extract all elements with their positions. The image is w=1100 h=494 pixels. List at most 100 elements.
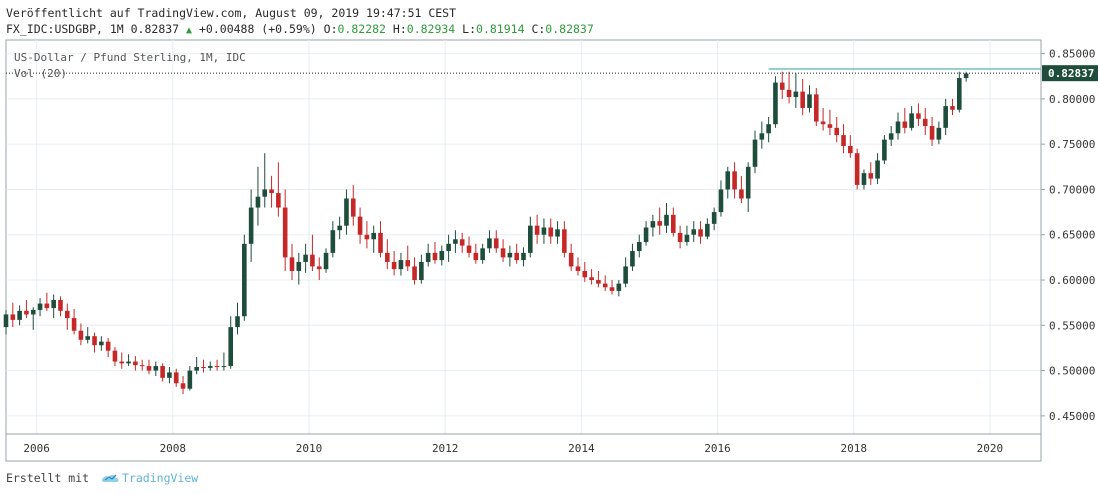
candle-body [371, 232, 376, 240]
candle-body [528, 225, 533, 253]
candle-body [698, 229, 703, 237]
candle-body [616, 283, 622, 291]
candle-body [167, 372, 172, 378]
candle-body [793, 91, 799, 98]
high-label: H: [392, 22, 407, 36]
candle-body [909, 113, 914, 128]
candle-body [139, 365, 145, 367]
candle-body [405, 260, 411, 267]
candle-body [950, 106, 955, 110]
candle-body [385, 252, 390, 262]
candle-body [766, 124, 771, 134]
candle-body [956, 78, 962, 110]
open-value: 0.82282 [337, 22, 386, 36]
ohlc-info-bar: FX_IDC:USDGBP, 1M 0.82837 ▲ +0.00488 (+0… [6, 22, 594, 36]
candle-body [861, 173, 867, 185]
overlays: 0.82837 [6, 65, 1098, 82]
candle-body [357, 216, 363, 235]
y-tick-label: 0.75000 [1049, 138, 1095, 151]
candle-body [473, 252, 479, 261]
made-with-text: Erstellt mit [6, 471, 90, 485]
candle-body [684, 234, 690, 242]
candle-body [173, 372, 179, 384]
candle-body [99, 341, 104, 346]
candle-body [943, 106, 948, 128]
symbol-info: FX_IDC:USDGBP, 1M 0.82837 [6, 22, 180, 36]
candle-body [214, 366, 220, 368]
candle-body [153, 366, 159, 371]
candle-body [827, 124, 833, 128]
candle-body [630, 251, 635, 267]
candle-body [221, 366, 227, 368]
candle-body [575, 266, 581, 271]
candle-body [963, 73, 969, 79]
candle-body [228, 327, 234, 367]
candle-body [807, 94, 812, 108]
candle-body [568, 252, 574, 267]
candle-body [269, 189, 274, 194]
candle-body [739, 189, 744, 199]
candle-body [514, 252, 519, 261]
candle-body [820, 121, 826, 125]
candle-body [71, 318, 77, 331]
candle-body [854, 153, 860, 185]
close-label: C: [531, 22, 546, 36]
candle-body [922, 118, 928, 127]
low-value: 0.81914 [476, 22, 525, 36]
candle-body [126, 361, 131, 364]
candle-body [133, 361, 138, 366]
x-tick-label: 2012 [432, 442, 459, 455]
candle-body [602, 283, 608, 288]
candle-body [316, 266, 322, 270]
candle-body [555, 229, 560, 237]
candle-body [425, 252, 431, 262]
candle-body [521, 252, 526, 261]
candle-body [929, 126, 935, 140]
legend-volume: Vol (20) [14, 67, 67, 80]
candle-body [493, 238, 499, 249]
y-tick-label: 0.80000 [1049, 93, 1095, 106]
candle-body [323, 252, 329, 270]
candle-body [310, 254, 315, 267]
y-axis: 0.85000 0.80000 0.75000 0.70000 0.65000 0.600… [1040, 40, 1095, 461]
candle-body [671, 214, 676, 233]
candle-body [725, 171, 731, 190]
candle-body [732, 171, 737, 190]
candle-body [207, 366, 213, 368]
legend-title: US-Dollar / Pfund Sterling, 1M, IDC [14, 51, 246, 64]
candle-body [800, 91, 805, 108]
candle-body [834, 127, 840, 136]
candle-body [589, 277, 594, 281]
candle-body [282, 207, 288, 258]
brand-link[interactable]: TradingView [122, 471, 199, 485]
y-tick-label: 0.65000 [1049, 229, 1095, 242]
candle-body [643, 227, 649, 242]
candle-body [759, 133, 765, 140]
candle-body [412, 266, 417, 281]
candle-body [3, 314, 9, 328]
candle-body [201, 366, 206, 368]
grid [6, 40, 1041, 434]
candle-body [58, 299, 63, 311]
candle-body [786, 89, 792, 98]
x-tick-label: 2010 [296, 442, 323, 455]
y-tick-label: 0.85000 [1049, 48, 1095, 61]
candle-body [78, 330, 84, 340]
candle-body [541, 227, 547, 235]
candle-body [303, 254, 308, 262]
candle-body [487, 238, 492, 249]
last-price-badge [1042, 65, 1098, 82]
candle-body [235, 316, 240, 328]
tradingview-logo-icon [102, 474, 119, 482]
x-tick-label: 2018 [840, 442, 867, 455]
y-tick-label: 0.60000 [1049, 274, 1095, 287]
y-tick-label: 0.55000 [1049, 319, 1095, 332]
candle-body [378, 232, 383, 253]
candle-body [242, 243, 247, 317]
candle-body [562, 229, 567, 253]
candle-body [480, 248, 485, 261]
candle-body [582, 270, 588, 278]
candle-body [105, 341, 111, 351]
candle-body [916, 113, 921, 119]
